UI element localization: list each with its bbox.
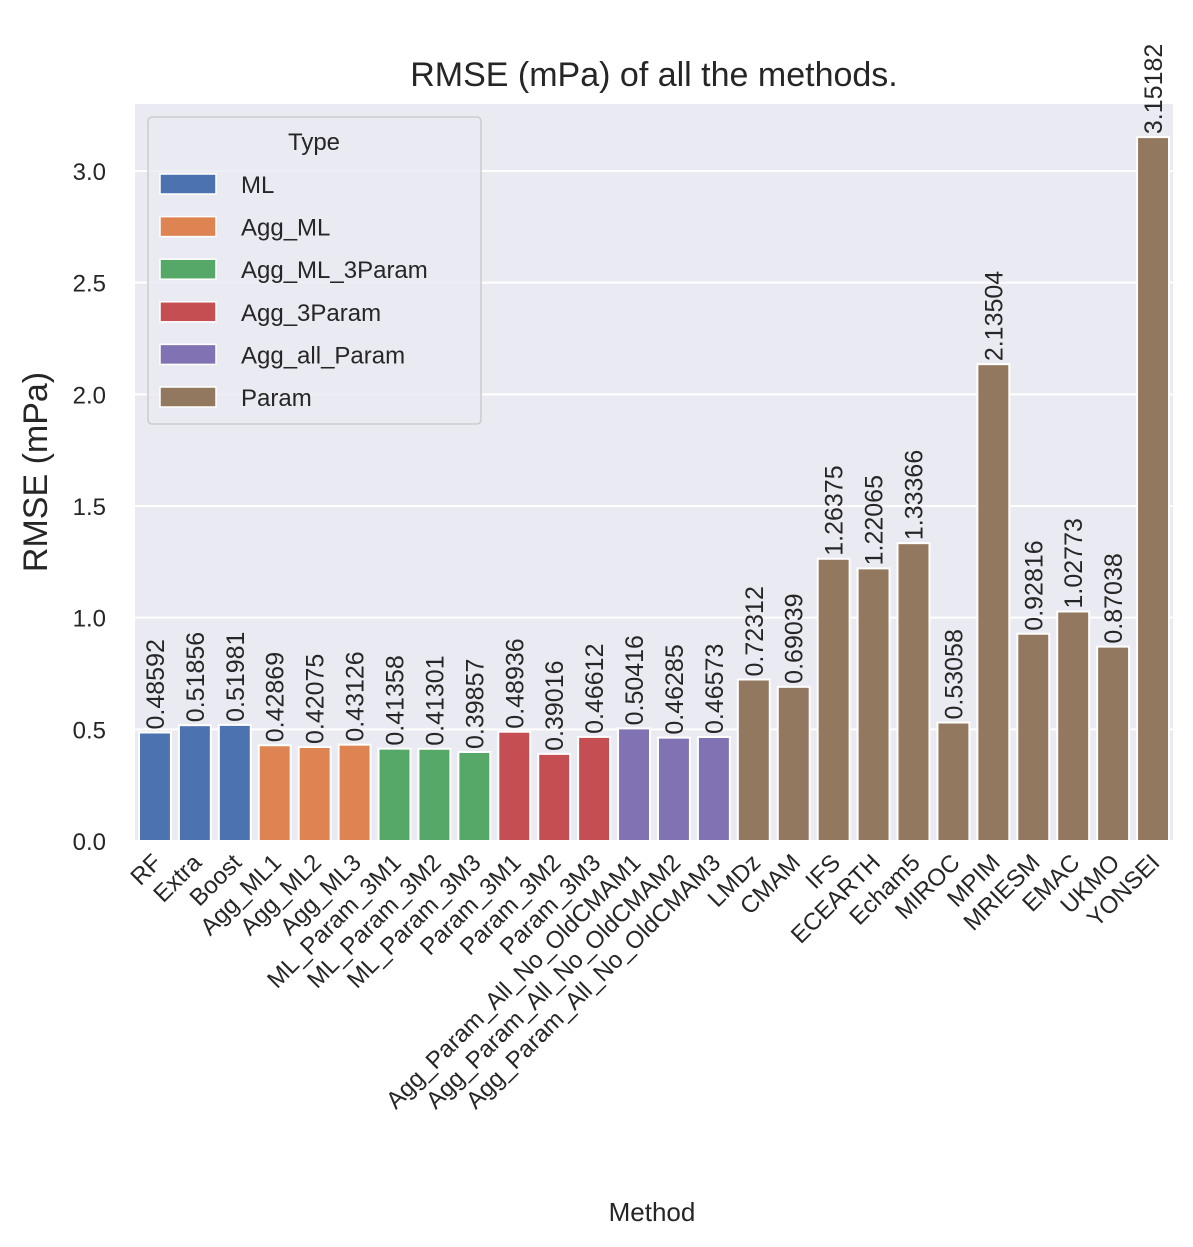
legend-label: Param: [241, 385, 312, 412]
legend-label: Agg_all_Param: [241, 342, 405, 369]
y-tick-label: 0.5: [73, 717, 106, 744]
bar-value-label: 0.48936: [501, 638, 529, 728]
bar: [856, 567, 891, 843]
bar: [297, 746, 332, 842]
legend-frame: [147, 116, 482, 425]
bar-value-label: 0.50416: [621, 635, 649, 725]
bar: [1016, 632, 1051, 842]
bar-value-labels: 0.48592 0.51856 0.51981 0.42869 0.42075 0.431…: [142, 44, 1168, 751]
bar-value-label: 0.41358: [382, 655, 410, 745]
bar: [537, 752, 572, 842]
bar-value-label: 0.48592: [142, 639, 170, 729]
bar: [337, 743, 372, 842]
bar-value-label: 0.42869: [262, 652, 290, 742]
y-tick-label: 2.5: [73, 271, 106, 298]
bar: [257, 744, 292, 842]
bar-value-label: 1.22065: [861, 475, 889, 565]
y-tick-label: 1.0: [73, 606, 106, 633]
y-tick-label: 0.0: [73, 829, 106, 856]
legend-swatch: [159, 343, 217, 366]
x-tick-labels: RFExtraBoostAgg_ML1Agg_ML2Agg_ML3ML_Para…: [125, 849, 1165, 1115]
bar-value-label: 0.41301: [421, 655, 449, 745]
bar: [1136, 136, 1171, 843]
bar: [217, 723, 252, 843]
bar: [696, 735, 731, 842]
bar: [1096, 645, 1131, 842]
bar: [137, 731, 172, 842]
legend-swatch: [159, 386, 217, 408]
y-axis-title: RMSE (mPa): [17, 372, 55, 572]
y-tick-label: 1.5: [73, 494, 106, 521]
bar-value-label: 0.87038: [1100, 553, 1128, 643]
bar-value-label: 0.39857: [461, 659, 489, 749]
legend-swatch: [159, 173, 217, 195]
bar: [177, 724, 212, 843]
bar-value-label: 1.33366: [901, 450, 929, 540]
bar: [656, 736, 691, 843]
bar: [1056, 610, 1091, 842]
y-tick-label: 2.0: [73, 382, 106, 409]
bar: [417, 747, 452, 843]
bar-value-label: 0.46612: [581, 644, 609, 734]
bar-value-label: 3.15182: [1140, 44, 1168, 134]
legend-swatch: [159, 301, 217, 323]
x-axis-title: Method: [609, 1197, 696, 1227]
bar-value-label: 1.02773: [1060, 518, 1088, 608]
bar: [457, 750, 492, 842]
bar-value-label: 0.72312: [741, 586, 769, 676]
legend-label: Agg_ML: [241, 215, 330, 242]
bar: [896, 542, 931, 843]
legend-entries: ML Agg_ML Agg_ML_3Param Agg_3Param Agg_all_P…: [159, 172, 428, 412]
legend-title: Type: [288, 129, 340, 156]
bar-value-label: 0.51981: [222, 632, 250, 722]
bar-value-label: 0.43126: [342, 651, 370, 741]
legend: Type ML Agg_ML Agg_ML_3Param Agg_3Param Agg_…: [147, 116, 482, 425]
bar: [617, 727, 652, 843]
bar-value-label: 0.39016: [541, 660, 569, 750]
legend-swatch: [159, 258, 217, 280]
bar-value-label: 0.46573: [701, 644, 729, 734]
y-tick-label: 3.0: [73, 159, 106, 186]
bar-value-label: 0.92816: [1020, 540, 1048, 630]
bar-value-label: 0.46285: [661, 644, 689, 734]
bar: [936, 721, 971, 842]
bar: [577, 735, 612, 842]
legend-swatch: [159, 215, 217, 238]
bar-value-label: 0.42075: [302, 654, 330, 744]
chart-title: RMSE (mPa) of all the methods.: [410, 56, 898, 94]
bar: [976, 363, 1011, 842]
legend-label: Agg_3Param: [241, 300, 381, 327]
bar: [736, 678, 771, 842]
legend-label: ML: [241, 172, 274, 199]
y-tick-labels: 0.0 0.5 1.0 1.5 2.0 2.5 3.0: [73, 159, 106, 856]
bar: [816, 557, 851, 842]
bar-value-label: 0.53058: [940, 629, 968, 719]
bar: [776, 685, 811, 843]
bar-value-label: 0.69039: [781, 593, 809, 683]
bar-value-label: 2.13504: [980, 271, 1008, 361]
legend-label: Agg_ML_3Param: [241, 257, 428, 284]
bar: [377, 747, 412, 842]
bar: [497, 730, 532, 842]
bar-value-label: 1.26375: [821, 465, 849, 555]
bar-value-label: 0.51856: [182, 632, 210, 722]
bars: [137, 136, 1171, 843]
